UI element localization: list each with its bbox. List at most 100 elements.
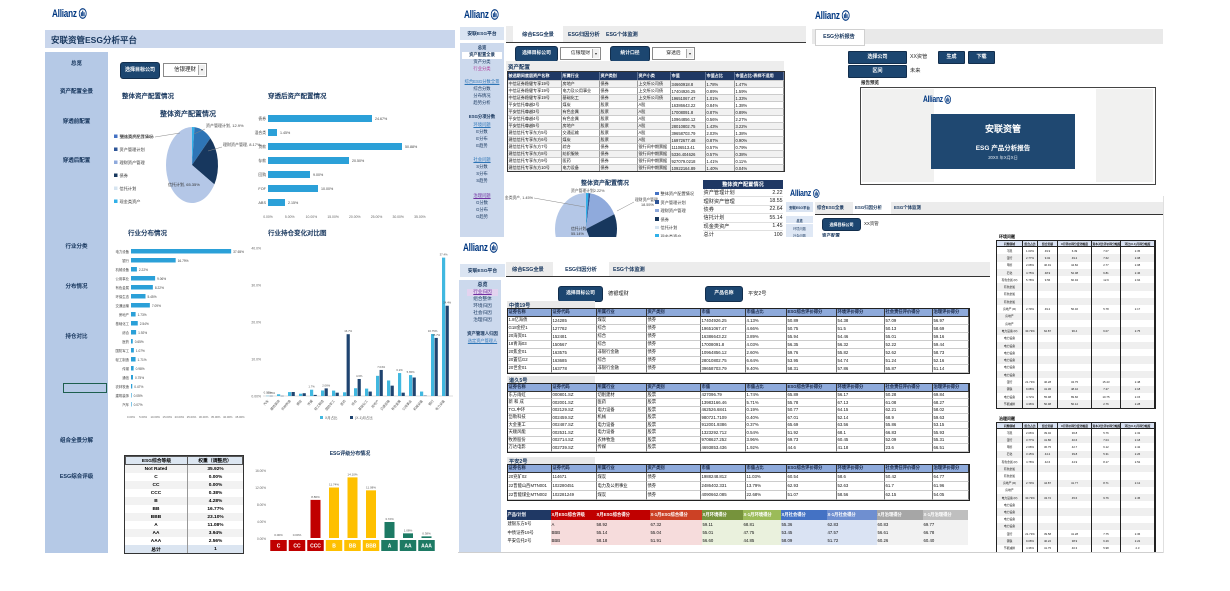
svg-text:资产管理计划: 资产管理计划 xyxy=(120,146,145,153)
svg-text:BB: BB xyxy=(349,544,357,550)
svg-text:(X-1)月占比: (X-1)月占比 xyxy=(355,415,373,420)
svg-text:农林牧渔: 农林牧渔 xyxy=(115,384,129,389)
svg-text:20.00%: 20.00% xyxy=(175,415,185,419)
svg-text:房地产: 房地产 xyxy=(119,312,130,317)
svg-text:资产管理计划, 12.9%: 资产管理计划, 12.9% xyxy=(206,122,244,128)
svg-text:国防军工: 国防军工 xyxy=(115,348,129,353)
svg-text:AA: AA xyxy=(404,544,412,550)
svg-text:12.00%: 12.00% xyxy=(255,486,266,490)
svg-text:24.4%: 24.4% xyxy=(443,301,451,305)
svg-text:3.72%: 3.72% xyxy=(385,517,394,521)
svg-text:10.00%: 10.00% xyxy=(306,215,318,219)
svg-text:综合: 综合 xyxy=(350,398,358,407)
svg-text:45.00%: 45.00% xyxy=(235,415,245,419)
svg-text:1.92%: 1.92% xyxy=(138,331,147,335)
svg-text:整体资产配置情况: 整体资产配置情况 xyxy=(159,109,216,118)
svg-text:11.08%: 11.08% xyxy=(366,485,376,489)
svg-text:0.00%: 0.00% xyxy=(257,537,266,541)
svg-text:15.7%: 15.7% xyxy=(432,333,440,337)
svg-text:ESG评级分布情况: ESG评级分布情况 xyxy=(330,450,371,457)
svg-text:通信: 通信 xyxy=(122,375,129,380)
svg-text:公用事业: 公用事业 xyxy=(115,276,129,281)
svg-text:20.00%: 20.00% xyxy=(349,215,361,219)
svg-text:0.98%: 0.98% xyxy=(136,367,145,371)
svg-text:医药: 医药 xyxy=(122,339,129,344)
svg-text:机械设备: 机械设备 xyxy=(412,398,425,412)
svg-text:BBB: BBB xyxy=(366,544,377,550)
svg-text:建筑装饰: 建筑装饰 xyxy=(269,398,281,411)
svg-text:24.67%: 24.67% xyxy=(375,117,388,121)
svg-text:汽车: 汽车 xyxy=(262,398,270,406)
svg-text:1.45%: 1.45% xyxy=(280,131,291,135)
svg-text:16.7%: 16.7% xyxy=(344,329,352,333)
svg-text:CCC: CCC xyxy=(310,544,321,550)
svg-text:6.2%: 6.2% xyxy=(396,368,403,372)
svg-text:FOF: FOF xyxy=(258,187,266,191)
svg-text:1.7%: 1.7% xyxy=(308,385,315,389)
svg-text:信托计划: 信托计划 xyxy=(120,185,137,192)
svg-text:基础化工: 基础化工 xyxy=(115,321,129,326)
svg-text:55.14%: 55.14% xyxy=(571,232,585,236)
svg-text:轻工制造: 轻工制造 xyxy=(313,398,326,412)
svg-text:35.00%: 35.00% xyxy=(211,415,221,419)
svg-text:穿透后资产配置情况: 穿透后资产配置情况 xyxy=(268,91,327,100)
svg-text:20.50%: 20.50% xyxy=(352,159,365,163)
svg-text:0.00%: 0.00% xyxy=(263,215,273,219)
svg-text:8.22%: 8.22% xyxy=(155,286,164,290)
svg-text:0.47%: 0.47% xyxy=(134,385,143,389)
svg-text:1.73%: 1.73% xyxy=(138,313,147,317)
svg-text:信托计划: 信托计划 xyxy=(571,226,586,231)
svg-text:2.15%: 2.15% xyxy=(288,201,299,205)
svg-text:30.0%: 30.0% xyxy=(251,284,261,288)
svg-text:电力设备: 电力设备 xyxy=(115,249,129,254)
svg-text:16.00%: 16.00% xyxy=(255,469,266,473)
svg-text:电力设备: 电力设备 xyxy=(434,398,447,412)
svg-text:40.0%: 40.0% xyxy=(251,247,261,251)
svg-text:10.00%: 10.00% xyxy=(321,187,334,191)
svg-text:传媒: 传媒 xyxy=(306,398,314,407)
svg-text:4.6%: 4.6% xyxy=(356,374,363,378)
svg-text:AAA: AAA xyxy=(421,544,432,550)
svg-text:5.00%: 5.00% xyxy=(285,215,295,219)
svg-text:整体资产配置情况: 整体资产配置情况 xyxy=(120,133,154,140)
svg-text:房地产: 房地产 xyxy=(370,398,380,409)
svg-text:B: B xyxy=(332,544,336,550)
svg-text:14.10%: 14.10% xyxy=(347,472,358,476)
svg-text:信托计划, 65.35%: 信托计划, 65.35% xyxy=(168,181,200,187)
svg-text:20.0%: 20.0% xyxy=(251,321,261,325)
svg-text:现金类资产, 1.45%: 现金类资产, 1.45% xyxy=(505,195,534,200)
svg-text:贷款: 贷款 xyxy=(258,144,266,149)
svg-text:通信: 通信 xyxy=(295,398,303,407)
svg-text:0.65%: 0.65% xyxy=(135,340,144,344)
svg-text:传媒: 传媒 xyxy=(122,366,129,371)
svg-text:资产管理计划2.22%: 资产管理计划2.22% xyxy=(571,188,605,193)
svg-text:现金类资产, 1.45%: 现金类资产, 1.45% xyxy=(120,133,154,139)
svg-text:18.55%: 18.55% xyxy=(641,203,655,207)
svg-text:A: A xyxy=(388,544,392,550)
svg-text:5.65%: 5.65% xyxy=(407,370,415,374)
svg-text:行业持仓变化对比图: 行业持仓变化对比图 xyxy=(267,228,327,237)
svg-text:37.4%: 37.4% xyxy=(440,253,448,257)
svg-text:15.00%: 15.00% xyxy=(327,215,339,219)
svg-text:综合: 综合 xyxy=(122,330,129,335)
svg-text:1.71%: 1.71% xyxy=(138,358,147,362)
svg-text:0.00%: 0.00% xyxy=(251,395,261,399)
svg-text:50.88%: 50.88% xyxy=(405,145,418,149)
svg-text:15.00%: 15.00% xyxy=(163,415,173,419)
svg-text:7.04%: 7.04% xyxy=(377,365,385,369)
svg-text:0.00%: 0.00% xyxy=(293,533,302,537)
svg-text:ABS: ABS xyxy=(258,201,266,205)
svg-text:1.08%: 1.08% xyxy=(404,528,413,532)
svg-text:1.07%: 1.07% xyxy=(136,349,145,353)
svg-text:行业分布情况: 行业分布情况 xyxy=(127,228,168,237)
svg-text:有色金属: 有色金属 xyxy=(390,398,402,411)
svg-text:40.00%: 40.00% xyxy=(223,415,233,419)
svg-text:0.05%: 0.05% xyxy=(134,394,143,398)
svg-text:理财资产管理: 理财资产管理 xyxy=(635,197,658,202)
svg-text:基础化工: 基础化工 xyxy=(357,398,370,412)
svg-text:0.00%: 0.00% xyxy=(127,415,135,419)
svg-text:农林牧渔: 农林牧渔 xyxy=(280,398,293,412)
svg-text:0.07%: 0.07% xyxy=(134,403,143,407)
svg-text:理财资产管理: 理财资产管理 xyxy=(120,159,146,166)
svg-text:5.00%: 5.00% xyxy=(139,415,147,419)
